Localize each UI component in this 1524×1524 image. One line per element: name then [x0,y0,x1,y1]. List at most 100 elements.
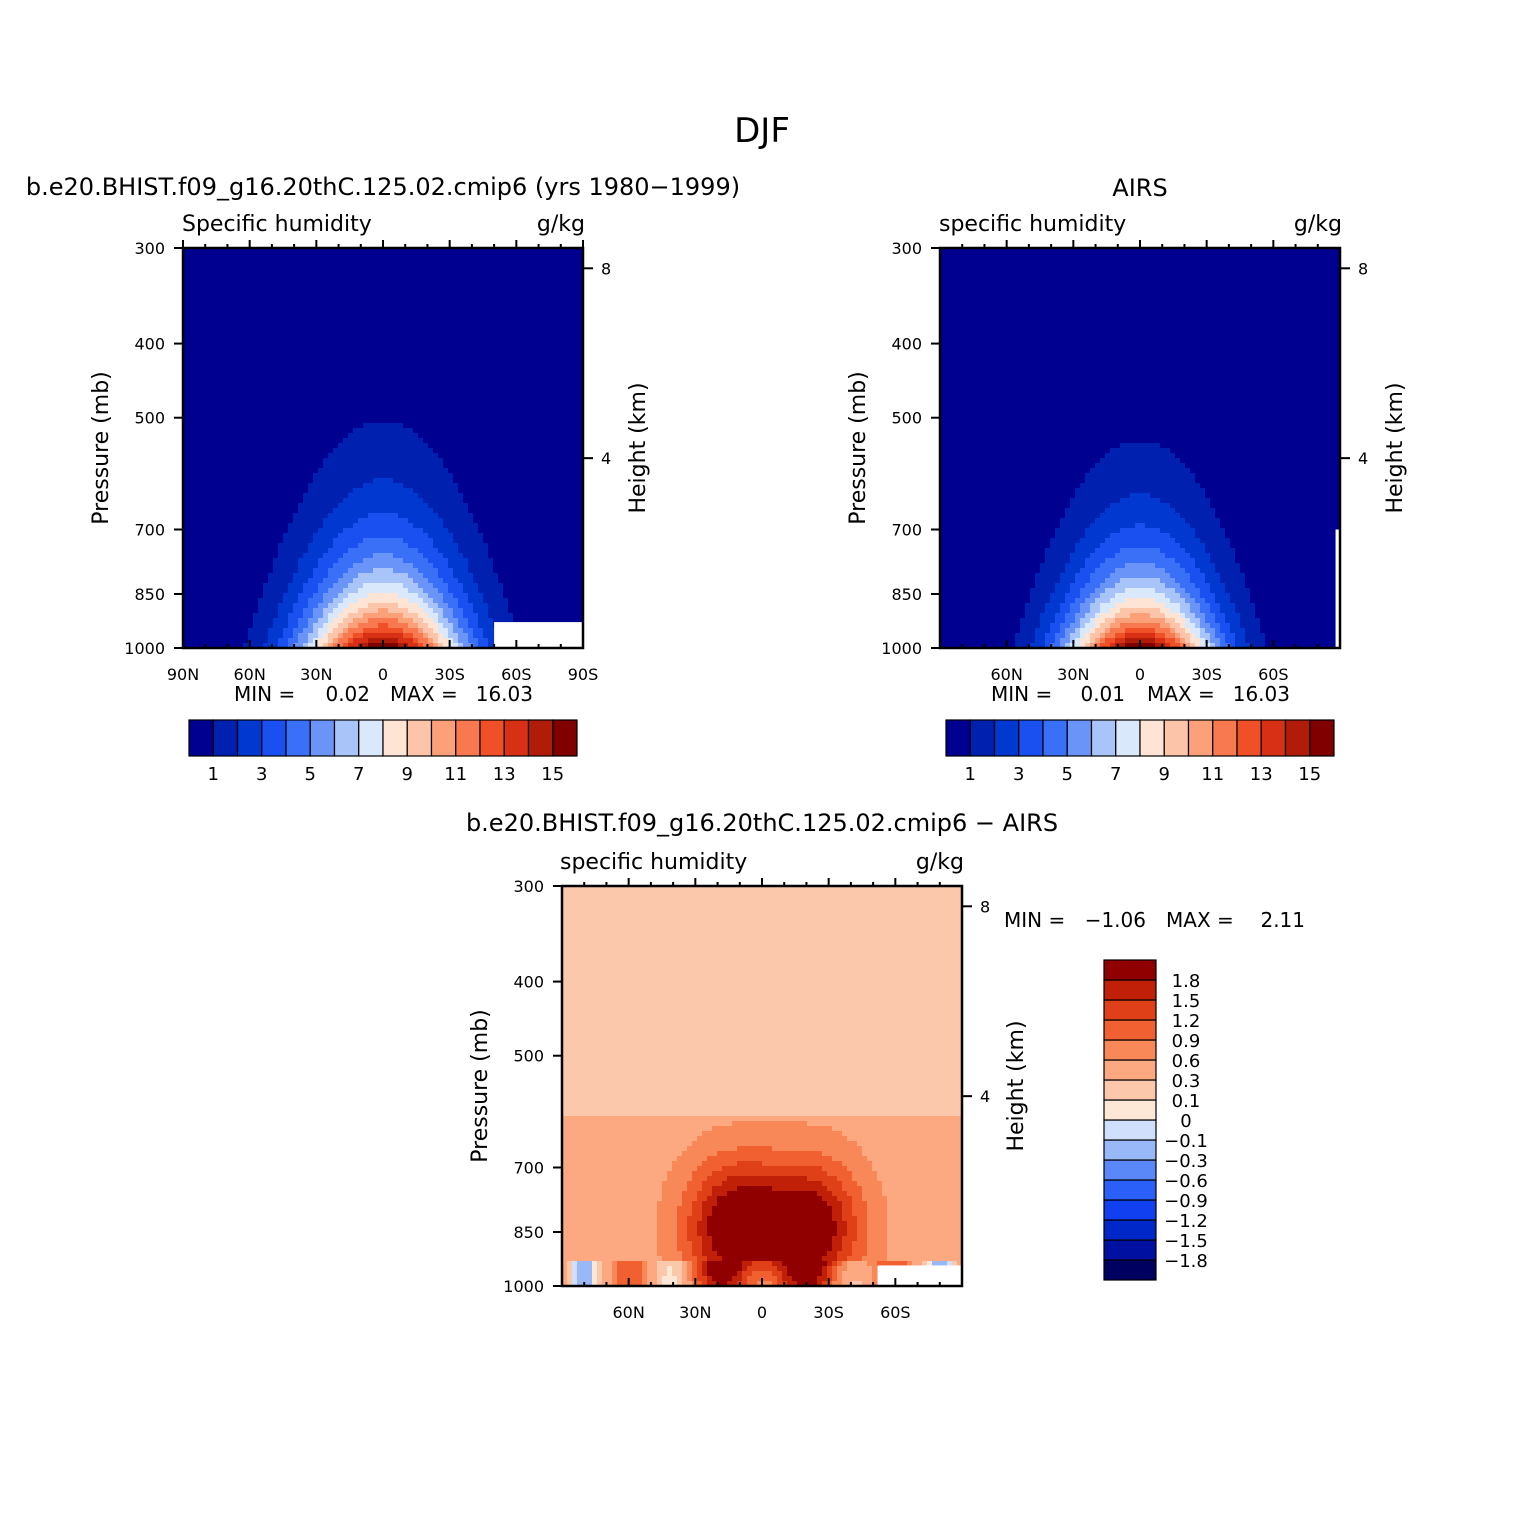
contour-cell [483,428,489,434]
contour-cell [268,528,274,534]
contour-cell [188,483,194,489]
contour-cell [523,253,529,259]
contour-cell [473,363,479,369]
contour-cell [278,523,284,529]
contour-cell [498,328,504,334]
contour-cell [508,273,514,279]
contour-cell [458,443,464,449]
contour-cell [248,468,254,474]
contour-cell [353,328,359,334]
contour-cell [453,373,459,379]
contour-cell [548,263,554,269]
contour-cell [573,313,579,319]
contour-cell [393,263,399,269]
contour-cell [338,258,344,264]
contour-cell [538,363,544,369]
contour-cell [413,518,419,524]
contour-cell [468,363,474,369]
contour-cell [468,458,474,464]
contour-cell [513,273,519,279]
contour-cell [293,473,299,479]
contour-cell [538,253,544,259]
contour-cell [333,293,339,299]
contour-cell [263,283,269,289]
contour-cell [338,338,344,344]
contour-cell [408,278,414,284]
contour-cell [328,543,334,549]
contour-cell [388,268,394,274]
contour-cell [463,523,469,529]
contour-cell [443,373,449,379]
contour-cell [188,303,194,309]
contour-cell [418,253,424,259]
contour-cell [443,438,449,444]
contour-cell [528,553,534,559]
contour-cell [303,488,309,494]
contour-cell [383,363,389,369]
contour-cell [563,378,569,384]
contour-cell [493,383,499,389]
contour-cell [443,348,449,354]
contour-cell [298,558,304,564]
contour-cell [293,488,299,494]
contour-cell [528,548,534,554]
contour-cell [413,398,419,404]
contour-cell [383,483,389,489]
contour-cell [533,443,539,449]
contour-cell [288,328,294,334]
contour-cell [383,548,389,554]
contour-cell [533,463,539,469]
contour-cell [238,533,244,539]
contour-cell [543,523,549,529]
contour-cell [208,448,214,454]
contour-cell [378,398,384,404]
contour-cell [403,253,409,259]
contour-cell [533,503,539,509]
contour-cell [283,518,289,524]
contour-cell [368,473,374,479]
contour-cell [323,323,329,329]
contour-cell [378,308,384,314]
contour-cell [218,428,224,434]
contour-cell [493,413,499,419]
contour-cell [323,418,329,424]
contour-cell [403,288,409,294]
contour-cell [328,398,334,404]
contour-cell [313,263,319,269]
contour-cell [383,528,389,534]
contour-cell [373,283,379,289]
contour-cell [478,463,484,469]
contour-cell [208,388,214,394]
contour-cell [578,513,584,519]
contour-cell [388,498,394,504]
contour-cell [268,318,274,324]
contour-cell [573,478,579,484]
contour-cell [393,373,399,379]
contour-cell [273,533,279,539]
contour-cell [523,403,529,409]
contour-cell [353,528,359,534]
contour-cell [353,278,359,284]
contour-cell [358,393,364,399]
contour-cell [348,448,354,454]
contour-cell [203,393,209,399]
contour-cell [568,423,574,429]
contour-cell [418,453,424,459]
contour-cell [323,338,329,344]
contour-cell [193,273,199,279]
contour-cell [233,253,239,259]
contour-cell [223,408,229,414]
contour-cell [228,273,234,279]
contour-cell [398,458,404,464]
contour-cell [268,498,274,504]
contour-cell [233,333,239,339]
contour-cell [408,458,414,464]
contour-cell [428,388,434,394]
contour-cell [423,548,429,554]
contour-cell [483,478,489,484]
contour-cell [573,513,579,519]
contour-cell [238,313,244,319]
contour-cell [293,533,299,539]
contour-cell [438,413,444,419]
contour-cell [308,288,314,294]
